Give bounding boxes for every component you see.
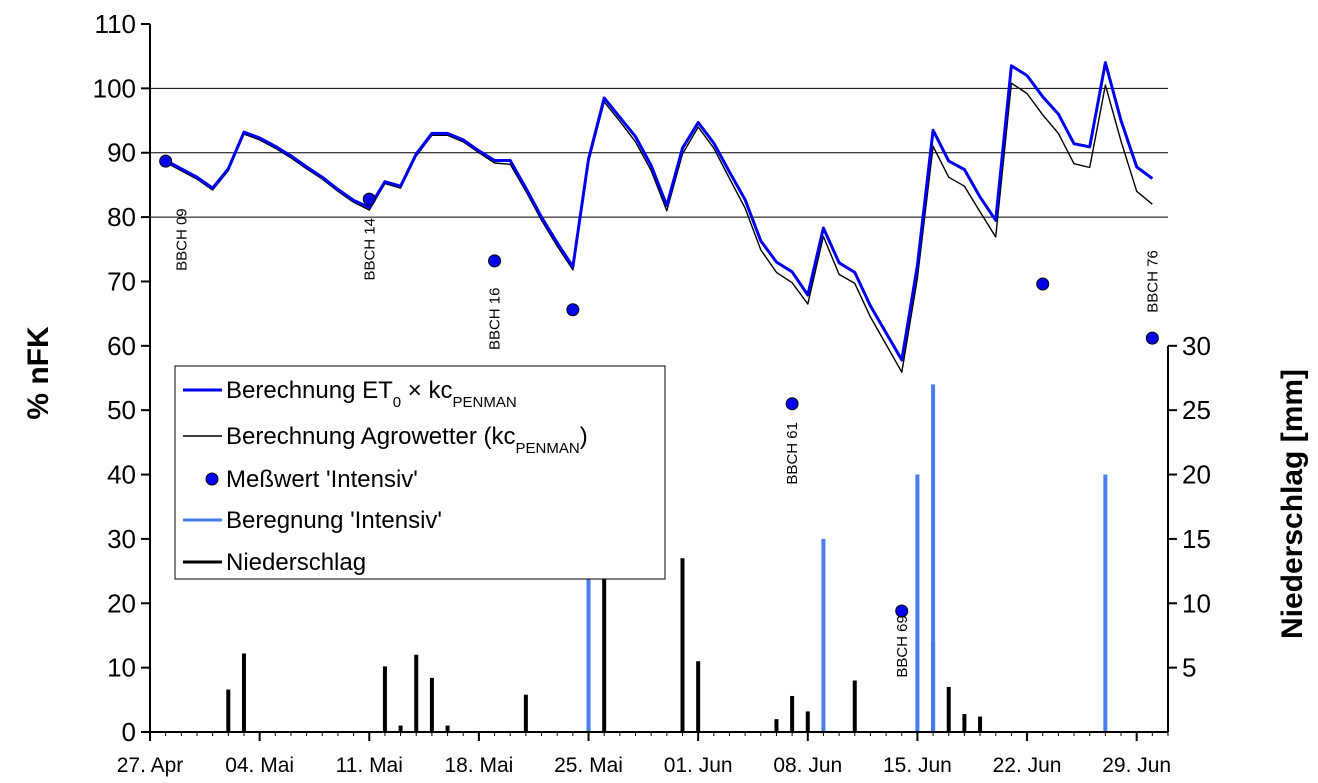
bbch-annotation: BBCH 69 (894, 615, 911, 678)
series-lines (164, 61, 1154, 373)
x-tick-label: 11. Mai (336, 754, 403, 777)
legend-text-part: Berechnung Agrowetter (kc (226, 423, 516, 450)
legend-text-part: × kc (401, 377, 452, 404)
bbch-annotation: BBCH 61 (784, 422, 801, 485)
legend-text-part: Meßwert 'Intensiv' (226, 466, 418, 493)
y-right-tick-label: 20 (1182, 460, 1211, 490)
x-tick-label: 22. Jun (993, 754, 1062, 777)
x-tick-label: 04. Mai (225, 754, 294, 777)
penman-line (164, 61, 1154, 362)
y-axis-right-title: Niederschlag [mm] (1276, 369, 1309, 639)
x-tick-label: 25. Mai (554, 754, 623, 777)
legend-subscript: PENMAN (452, 394, 516, 411)
legend-text-part: Beregnung 'Intensiv' (226, 507, 442, 534)
y-right-tick-label: 25 (1182, 395, 1211, 425)
y-axis-left-title: % nFK (22, 326, 55, 420)
legend-label-beregnung: Beregnung 'Intensiv' (226, 507, 442, 534)
legend-label-niederschlag: Niederschlag (226, 549, 366, 576)
x-tick-label: 01. Jun (664, 754, 733, 777)
messwert-point (159, 154, 173, 168)
legend-label-mess: Meßwert 'Intensiv' (226, 466, 418, 493)
y-left-tick-label: 100 (93, 73, 136, 103)
y-left-tick-label: 20 (107, 588, 136, 618)
x-tick-label: 27. Apr (117, 754, 184, 777)
tick-labels: 0 10 20 30 40 50 60 70 80 90 100 110 5 10 15 20 25 30 27. … (93, 9, 1211, 777)
legend-text-part: Niederschlag (226, 549, 366, 576)
y-left-tick-label: 90 (107, 138, 136, 168)
y-left-tick-label: 40 (107, 460, 136, 490)
y-left-tick-label: 30 (107, 524, 136, 554)
beregnung-bars (586, 384, 1108, 732)
x-tick-label: 15. Jun (883, 754, 952, 777)
legend-marker-mess (205, 472, 219, 486)
legend-box (174, 365, 666, 580)
messwert-point (1145, 331, 1159, 345)
y-left-tick-label: 70 (107, 266, 136, 296)
messwert-points (159, 154, 1159, 618)
bbch-annotation: BBCH 09 (173, 208, 190, 271)
legend-label-penman: Berechnung ET0 × kcPENMAN (226, 377, 517, 411)
x-tick-label: 08. Jun (773, 754, 842, 777)
y-right-tick-label: 15 (1182, 524, 1211, 554)
y-left-tick-label: 50 (107, 395, 136, 425)
gridlines (150, 87, 1168, 218)
axes (141, 23, 1177, 741)
y-right-tick-label: 30 (1182, 331, 1211, 361)
y-right-tick-label: 5 (1182, 653, 1196, 683)
y-right-tick-label: 10 (1182, 588, 1211, 618)
y-left-tick-label: 0 (122, 717, 136, 747)
y-left-tick-label: 80 (107, 202, 136, 232)
legend-subscript: PENMAN (516, 440, 580, 457)
y-left-tick-label: 60 (107, 331, 136, 361)
x-tick-label: 29. Jun (1102, 754, 1171, 777)
x-tick-label: 18. Mai (444, 754, 513, 777)
bbch-annotation: BBCH 14 (361, 218, 378, 281)
messwert-point (785, 397, 799, 411)
legend-text-part: Berechnung ET (226, 377, 393, 404)
bbch-annotation: BBCH 16 (487, 288, 504, 351)
messwert-point (488, 254, 502, 268)
messwert-point (895, 604, 909, 618)
messwert-point (362, 192, 376, 206)
bbch-annotations: BBCH 09 BBCH 14 BBCH 16 BBCH 61 BBCH 69 BBCH … (173, 208, 1161, 677)
y-left-tick-label: 110 (95, 9, 136, 39)
legend-text-part: ) (580, 423, 588, 450)
niederschlag-bars (226, 558, 983, 732)
y-left-tick-label: 10 (107, 653, 136, 683)
legend-subscript: 0 (393, 394, 401, 411)
messwert-point (1036, 277, 1050, 291)
legend-label-agro: Berechnung Agrowetter (kcPENMAN) (226, 423, 588, 457)
bbch-annotation: BBCH 76 (1144, 250, 1161, 313)
messwert-point (566, 303, 580, 317)
